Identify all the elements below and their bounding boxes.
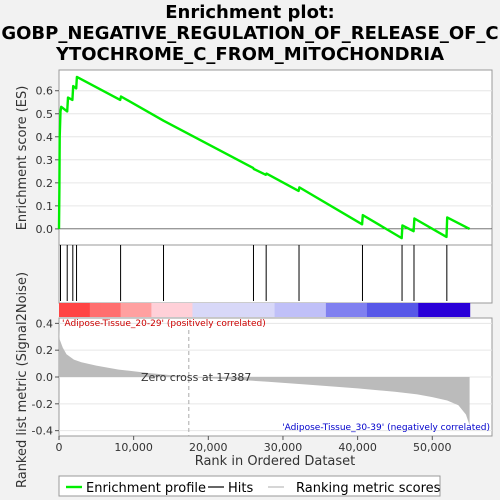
- heat-segment: [141, 303, 152, 317]
- rank-y-axis-label: Ranked list metric (Signal2Noise): [15, 272, 30, 488]
- es-y-axis-ticks: 0.0 0.1 0.2 0.3 0.4 0.5 0.6: [36, 85, 59, 236]
- legend-ranking-label: Ranking metric scores: [296, 481, 441, 496]
- heat-segment: [171, 303, 183, 317]
- heat-segment: [161, 303, 173, 317]
- heat-segment: [120, 303, 132, 317]
- rank-tick-label: 0.0: [36, 371, 54, 384]
- hits-panel-background: [58, 244, 493, 304]
- heat-segment: [151, 303, 163, 317]
- zero-cross-label: Zero cross at 17387: [141, 371, 251, 384]
- rank-x-tick-label: 50,000: [413, 441, 452, 454]
- heat-segment: [315, 303, 327, 317]
- rank-tick-label: 0.4: [36, 317, 54, 330]
- rank-y-axis-ticks: -0.4 -0.2 0.0 0.2 0.4: [32, 317, 59, 438]
- heat-segment: [336, 303, 348, 317]
- heat-segment: [182, 303, 194, 317]
- heat-segment: [223, 303, 235, 317]
- rank-x-axis-label: Rank in Ordered Dataset: [195, 454, 356, 469]
- es-panel-background: [58, 69, 493, 246]
- heat-segment: [356, 303, 368, 317]
- heat-segment: [295, 303, 306, 317]
- legend-hits-label: Hits: [228, 481, 253, 496]
- heat-segment: [254, 303, 265, 317]
- es-y-axis-label: Enrichment score (ES): [15, 86, 30, 231]
- es-tick-label: 0.4: [36, 131, 54, 144]
- heat-segment: [428, 303, 440, 317]
- ranking-metric-area: [59, 328, 470, 426]
- rank-x-tick-label: 20,000: [189, 441, 228, 454]
- plot-title-line-1: Enrichment plot:: [165, 2, 335, 23]
- heat-segment: [212, 303, 224, 317]
- es-tick-label: 0.2: [36, 177, 54, 190]
- rank-x-tick-label: 0: [56, 441, 63, 454]
- es-tick-label: 0.3: [36, 154, 54, 167]
- es-tick-label: 0.0: [36, 223, 54, 236]
- heat-segment: [110, 303, 122, 317]
- heat-segment: [418, 303, 430, 317]
- heat-segment: [284, 303, 296, 317]
- heat-segment: [346, 303, 358, 317]
- heat-segment: [79, 303, 91, 317]
- es-tick-label: 0.5: [36, 108, 54, 121]
- heat-segment: [387, 303, 399, 317]
- rank-tick-label: -0.4: [32, 425, 53, 438]
- heat-segment: [408, 303, 419, 317]
- heat-segment: [69, 303, 81, 317]
- rank-x-tick-label: 30,000: [264, 441, 303, 454]
- heat-segment: [59, 303, 70, 317]
- heat-segment: [202, 303, 214, 317]
- legend-enrichment-label: Enrichment profile: [86, 481, 206, 496]
- es-tick-label: 0.6: [36, 85, 54, 98]
- positive-correlation-label: 'Adipose-Tissue_20-29' (positively corre…: [62, 319, 266, 329]
- heat-segment: [192, 303, 204, 317]
- heat-segment: [89, 303, 101, 317]
- es-y-gridlines: [59, 90, 492, 230]
- heat-segment: [305, 303, 317, 317]
- heat-segment: [233, 303, 245, 317]
- heat-segment: [366, 303, 378, 317]
- heat-segment: [397, 303, 409, 317]
- heat-segment: [264, 303, 276, 317]
- heat-segment: [243, 303, 255, 317]
- ranked-heat-bar: [59, 303, 471, 317]
- enrichment-profile-line: [57, 75, 471, 240]
- rank-tick-label: 0.2: [36, 344, 54, 357]
- heat-segment: [438, 303, 450, 317]
- negative-correlation-label: 'Adipose-Tissue_30-39' (negatively corre…: [282, 423, 490, 433]
- heat-segment: [130, 303, 142, 317]
- plot-title-line-2: GOBP_NEGATIVE_REGULATION_OF_RELEASE_OF_C: [1, 23, 498, 44]
- plot-title-line-3: YTOCHROME_C_FROM_MITOCHONDRIA: [55, 44, 444, 65]
- rank-x-axis-ticks: 0 10,000 20,000 30,000 40,000 50,000: [56, 436, 452, 454]
- rank-x-tick-label: 10,000: [114, 441, 153, 454]
- heat-segment: [377, 303, 389, 317]
- heat-segment: [325, 303, 337, 317]
- heat-segment: [449, 303, 460, 317]
- heat-segment: [274, 303, 286, 317]
- es-tick-label: 0.1: [36, 200, 54, 213]
- hit-markers: [59, 245, 448, 301]
- rank-x-tick-label: 40,000: [338, 441, 377, 454]
- rank-tick-label: -0.2: [32, 398, 53, 411]
- legend-box: [58, 475, 441, 497]
- heat-segment: [459, 303, 471, 317]
- rank-y-gridlines: [59, 322, 492, 432]
- heat-segment: [100, 303, 111, 317]
